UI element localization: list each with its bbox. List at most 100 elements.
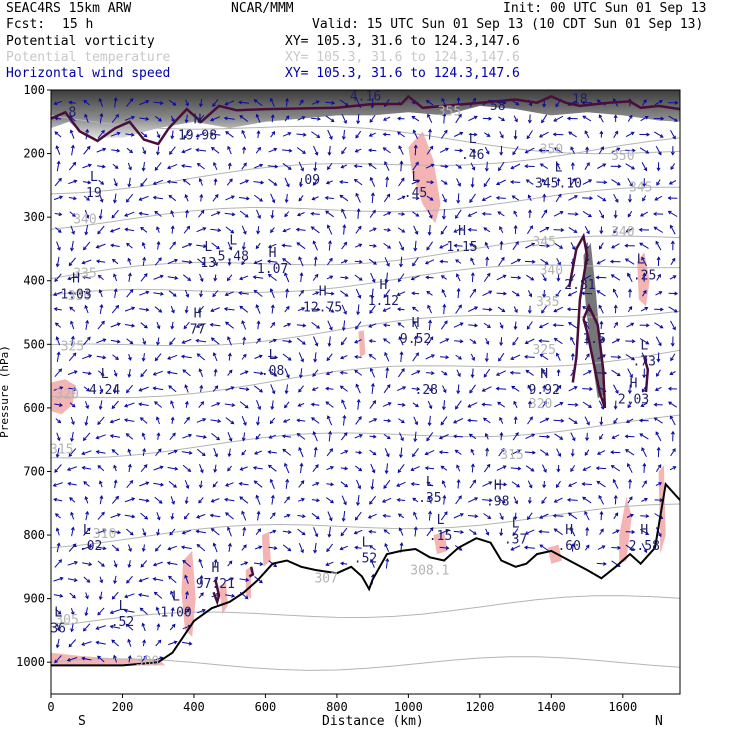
wind-vector <box>312 482 319 486</box>
wind-vector <box>311 321 320 329</box>
wind-vector <box>142 161 145 171</box>
wind-arrowhead <box>381 499 386 503</box>
y-tick-label: 500 <box>23 337 45 351</box>
wind-vector <box>96 148 106 153</box>
wind-arrowhead <box>325 180 330 185</box>
wind-vector <box>167 276 178 279</box>
wind-arrowhead <box>252 466 257 470</box>
pv-extremum-marker: L <box>555 160 563 175</box>
wind-arrowhead <box>617 355 622 360</box>
wind-vector <box>228 353 231 361</box>
wind-vector <box>570 432 576 441</box>
wind-vector <box>426 432 434 441</box>
wind-arrowhead <box>70 611 75 616</box>
wind-arrowhead <box>386 453 390 458</box>
pv-extremum-value: 9.92 <box>529 383 560 398</box>
theta-label: 345 <box>532 235 555 250</box>
wind-vector <box>300 463 303 474</box>
wind-arrowhead <box>384 470 389 475</box>
wind-vector <box>369 400 376 409</box>
wind-arrowhead <box>627 390 632 395</box>
wind-arrowhead <box>471 357 475 361</box>
wind-vector <box>67 578 77 581</box>
wind-vector <box>56 638 60 648</box>
wind-arrowhead <box>553 499 558 503</box>
wind-arrowhead <box>459 322 464 326</box>
wind-vector <box>383 194 391 203</box>
wind-arrowhead <box>510 356 515 360</box>
wind-arrowhead <box>653 417 658 421</box>
wind-vector <box>198 497 204 504</box>
wind-arrowhead <box>342 414 347 419</box>
wind-vector <box>511 385 520 392</box>
wind-arrowhead <box>386 384 391 388</box>
wind-arrowhead <box>527 500 532 505</box>
wind-vector <box>655 464 662 472</box>
wind-vector <box>340 527 348 536</box>
wind-arrowhead <box>69 129 74 134</box>
wind-arrowhead <box>111 639 116 644</box>
wind-arrowhead <box>81 275 86 280</box>
wind-arrowhead <box>56 542 61 547</box>
wind-arrowhead <box>614 198 619 203</box>
wind-arrowhead <box>102 147 107 152</box>
wind-arrowhead <box>227 162 232 167</box>
wind-arrowhead <box>632 148 636 153</box>
wind-vector <box>398 418 405 424</box>
wind-arrowhead <box>129 531 134 536</box>
wind-arrowhead <box>343 241 348 246</box>
wind-vector <box>70 416 75 425</box>
wind-arrowhead <box>382 147 387 151</box>
wind-vector <box>483 273 491 282</box>
wind-vector <box>183 321 190 329</box>
wind-vector <box>184 575 189 584</box>
wind-arrowhead <box>202 227 207 231</box>
wind-vector <box>510 276 521 279</box>
wind-arrowhead <box>142 150 147 155</box>
wind-arrowhead <box>123 403 128 408</box>
wind-vector <box>154 211 162 217</box>
wind-vector <box>411 370 420 376</box>
wind-arrowhead <box>368 324 373 328</box>
wind-arrowhead <box>255 304 260 309</box>
wind-vector <box>553 419 564 422</box>
wind-arrowhead <box>144 515 149 520</box>
wind-vector <box>212 194 219 202</box>
wind-vector <box>654 513 663 519</box>
wind-vector <box>140 322 148 329</box>
wind-vector <box>510 354 521 360</box>
wind-arrowhead <box>274 355 279 360</box>
wind-arrowhead <box>168 194 173 199</box>
wind-arrowhead <box>458 547 463 551</box>
wind-arrowhead <box>356 398 361 403</box>
wind-vector <box>167 467 178 470</box>
wind-vector <box>553 324 564 326</box>
wind-vector <box>240 466 248 471</box>
wind-arrowhead <box>125 198 130 203</box>
wind-arrowhead <box>383 294 388 299</box>
wind-vector <box>185 496 188 504</box>
wind-vector <box>96 529 106 534</box>
wind-vector <box>441 370 447 376</box>
wind-vector <box>326 258 333 266</box>
wind-vector <box>469 384 476 394</box>
wind-vector <box>327 163 333 170</box>
wind-arrowhead <box>513 210 517 215</box>
wind-vector <box>171 607 174 615</box>
wind-vector <box>84 305 89 314</box>
pv-extremum-marker: L <box>640 338 648 353</box>
wind-arrowhead <box>385 367 390 371</box>
wind-arrowhead <box>209 132 214 137</box>
wind-arrowhead <box>181 340 186 344</box>
wind-arrowhead <box>225 131 229 135</box>
wind-arrowhead <box>259 562 264 566</box>
wind-arrowhead <box>158 117 162 122</box>
wind-arrowhead <box>316 134 321 138</box>
wind-vector <box>96 641 106 645</box>
wind-arrowhead <box>488 481 493 485</box>
wind-arrowhead <box>503 482 508 487</box>
wind-arrowhead <box>258 354 263 359</box>
wind-arrowhead <box>325 386 330 391</box>
wind-vector <box>471 368 474 378</box>
wind-arrowhead <box>156 432 161 437</box>
